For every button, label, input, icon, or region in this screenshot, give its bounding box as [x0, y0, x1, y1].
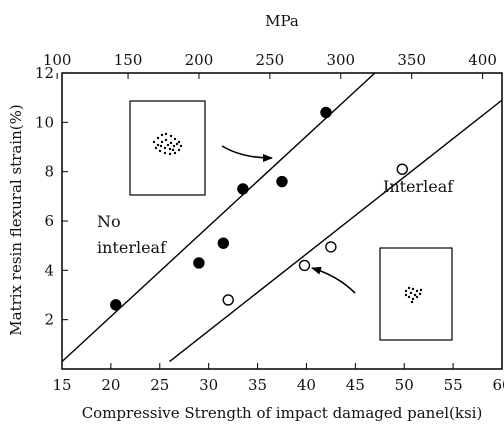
y-axis-label: Matrix resin flexural strain(%): [7, 104, 25, 335]
top-tick-label: 250: [256, 51, 285, 69]
damage-dot: [175, 142, 179, 146]
y-tick-label: 10: [35, 113, 54, 131]
damage-dot: [404, 289, 408, 293]
damage-dot: [156, 136, 160, 140]
damage-dot: [156, 143, 160, 147]
trend-line-interleaf: [169, 99, 503, 363]
damage-dot: [169, 141, 173, 145]
y-tick-label: 8: [44, 163, 54, 181]
damage-dot: [418, 292, 422, 296]
damage-dot: [154, 146, 158, 150]
damage-dot: [168, 147, 172, 151]
y-tick-label: 2: [44, 311, 54, 329]
point-no-interleaf: [320, 106, 332, 119]
damage-dot: [173, 137, 177, 141]
damage-dot: [413, 293, 417, 297]
data-points: [110, 106, 408, 311]
top-axis-label: MPa: [265, 12, 299, 30]
damage-dot: [404, 293, 408, 297]
annotation-no-interleaf-line2: interleaf: [97, 238, 167, 257]
damage-dot: [159, 144, 163, 148]
trend-line-no-interleaf: [61, 72, 376, 363]
x-axis-label: Compressive Strength of impact damaged p…: [82, 404, 483, 422]
point-interleaf: [222, 294, 234, 306]
top-tick-label: 400: [468, 51, 497, 69]
x-tick-label: 25: [150, 376, 169, 394]
top-tick-label: 150: [114, 51, 143, 69]
damage-dot: [160, 133, 164, 137]
damage-dot: [171, 148, 175, 152]
damage-dot: [410, 300, 414, 304]
x-tick-label: 15: [52, 376, 71, 394]
damage-dot: [177, 148, 181, 152]
damage-dot: [415, 289, 419, 293]
point-interleaf: [298, 259, 311, 272]
damage-dot: [158, 149, 162, 153]
damage-dot: [172, 144, 176, 148]
damage-dot: [160, 140, 164, 144]
inset-box-interleaf: [379, 247, 453, 341]
point-no-interleaf: [237, 183, 249, 195]
damage-dot: [407, 295, 411, 299]
damage-dot: [152, 140, 156, 144]
damage-dot: [169, 134, 173, 138]
damage-dot: [419, 288, 423, 292]
point-no-interleaf: [217, 237, 230, 249]
x-tick-label: 30: [199, 376, 218, 394]
x-tick-label: 60: [492, 376, 504, 394]
damage-dot: [173, 151, 177, 155]
damage-dot: [163, 151, 167, 155]
x-tick-label: 50: [395, 376, 414, 394]
damage-dot: [411, 297, 415, 301]
damage-dot: [163, 146, 167, 150]
top-tick-label: 300: [326, 51, 355, 69]
top-tick-label: 350: [397, 51, 426, 69]
arrow-no-interleaf: [221, 145, 273, 162]
point-no-interleaf: [276, 175, 288, 188]
x-tick-label: 20: [101, 376, 120, 394]
damage-dot: [177, 140, 181, 144]
trend-lines: [61, 72, 503, 363]
x-tick-label: 55: [444, 376, 463, 394]
damage-dot: [166, 143, 170, 147]
x-tick-label: 40: [297, 376, 316, 394]
top-tick-label: 100: [43, 51, 72, 69]
damage-dot: [411, 287, 415, 291]
x-tick-label: 45: [346, 376, 365, 394]
annotation-interleaf: Interleaf: [383, 177, 454, 196]
damage-dot: [164, 138, 168, 142]
inset-diagrams: [129, 100, 453, 341]
point-interleaf: [396, 163, 408, 175]
annotation-no-interleaf-line1: No: [97, 212, 121, 231]
y-tick-label: 12: [35, 64, 54, 82]
damage-dot: [164, 132, 168, 136]
damage-dot: [407, 286, 411, 290]
inset-box-no-interleaf: [129, 100, 206, 196]
y-tick-label: 6: [44, 212, 54, 230]
damage-dot: [409, 291, 413, 295]
top-tick-label: 200: [185, 51, 214, 69]
point-no-interleaf: [110, 299, 122, 311]
arrow-interleaf: [311, 266, 356, 294]
point-interleaf: [325, 241, 337, 253]
damage-dot: [168, 152, 172, 156]
point-no-interleaf: [193, 257, 205, 269]
y-tick-label: 4: [44, 261, 54, 279]
damage-dot: [179, 144, 183, 148]
x-tick-label: 35: [248, 376, 267, 394]
damage-dot: [415, 295, 419, 299]
